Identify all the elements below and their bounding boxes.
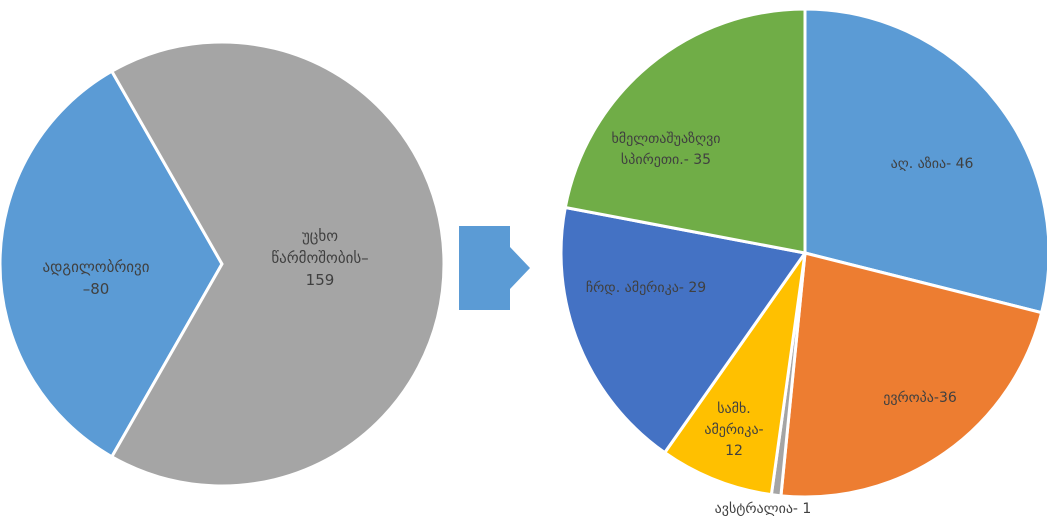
slice-data-label: უცხო წარმოშობის– 159 [271, 227, 368, 289]
slice-data-label: სამხ. ამერიკა- 12 [704, 401, 763, 459]
slice-label-line: ადგილობრივი [42, 258, 149, 276]
slice-data-label: ხმელთაშუაზღვი სპირეთი.- 35 [611, 131, 720, 168]
slice-label-line: ჩრდ. ამერიკა- 29 [586, 279, 706, 296]
slice-label-line: სპირეთი.- 35 [621, 151, 711, 168]
pie-slice [779, 251, 1044, 499]
slice-label-line: ამერიკა- [704, 421, 763, 438]
slice-label-line: ხმელთაშუაზღვი [611, 131, 720, 147]
slice-data-label: ევროპა-36 [883, 389, 957, 406]
slice-data-label: ავსტრალია- 1 [715, 500, 812, 517]
pie-slice [109, 40, 446, 488]
slice-label-line: წარმოშობის– [271, 249, 368, 267]
slice-label-line: აღ. აზია- 46 [891, 156, 974, 172]
slice-label-line: ევროპა-36 [883, 389, 957, 406]
slice-label-line: 12 [725, 443, 743, 459]
pie-chart-regions: აღ. აზია- 46 ევროპა-36 ავსტრალია- 1 სამხ. ამ… [559, 7, 1047, 517]
slice-label-line: ავსტრალია- 1 [715, 500, 812, 517]
pie-chart-origin: ადგილობრივი –80 უცხო წარმოშობის– 159 [0, 40, 446, 488]
slice-data-label: ჩრდ. ამერიკა- 29 [586, 279, 706, 296]
slice-label-line: უცხო [302, 227, 338, 245]
slice-data-label: ადგილობრივი –80 [42, 258, 149, 298]
pie-slice [563, 7, 807, 255]
slice-label-line: 159 [306, 271, 335, 289]
pie-slice [662, 252, 807, 497]
pie-slice [559, 205, 808, 455]
slice-label-line: –80 [83, 280, 110, 298]
pie-slice [803, 7, 1047, 315]
slice-label-line: სამხ. [717, 401, 751, 417]
slice-data-label: აღ. აზია- 46 [891, 156, 974, 172]
right-arrow-icon [459, 226, 530, 310]
